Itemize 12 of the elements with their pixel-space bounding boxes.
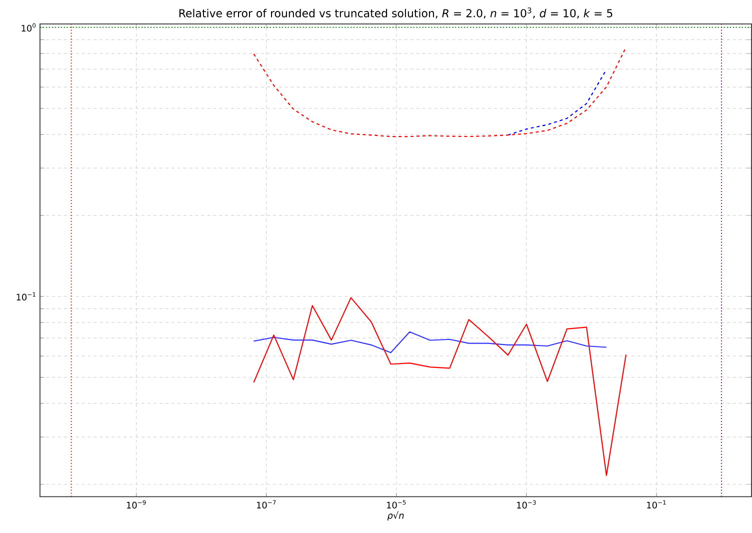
x-tick-label: 10$^{−1}$ <box>647 500 666 509</box>
y-tick-label: 10$^{0}$ <box>22 23 36 32</box>
x-axis-title: ρ√n <box>387 512 404 521</box>
chart-title: Relative error of rounded vs truncated solution, R = 2.0, n = 10$^{3}$, d = 10, k = 5 <box>179 8 612 19</box>
x-tick-label: 10$^{−3}$ <box>517 500 536 509</box>
line-series <box>253 297 627 476</box>
line-series <box>507 69 607 136</box>
x-tick-label: 10$^{−5}$ <box>387 500 406 509</box>
x-tick-label: 10$^{−7}$ <box>256 500 276 509</box>
x-tick-label: 10$^{−9}$ <box>126 500 146 509</box>
line-series <box>253 46 627 138</box>
line-series <box>253 332 607 354</box>
